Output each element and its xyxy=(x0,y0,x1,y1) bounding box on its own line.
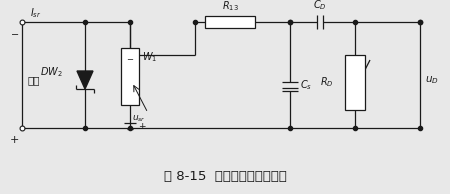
Text: $C_s$: $C_s$ xyxy=(300,78,312,92)
Text: $R_D$: $R_D$ xyxy=(320,76,333,89)
Text: $R_{13}$: $R_{13}$ xyxy=(221,0,239,13)
Text: $-$: $-$ xyxy=(10,28,19,38)
Bar xyxy=(205,16,255,28)
Bar xyxy=(121,48,139,105)
Text: $u_D$: $u_D$ xyxy=(425,74,439,86)
Text: $+$: $+$ xyxy=(138,121,147,131)
Text: $W_1$: $W_1$ xyxy=(142,50,157,64)
Polygon shape xyxy=(77,71,93,89)
Text: $+$: $+$ xyxy=(9,134,19,145)
Bar xyxy=(345,55,365,110)
Text: $DW_2$: $DW_2$ xyxy=(40,65,63,79)
Text: $-$: $-$ xyxy=(126,53,134,62)
Text: $I_{sr}$: $I_{sr}$ xyxy=(30,6,41,20)
Text: 输入: 输入 xyxy=(27,75,40,85)
Text: $C_D$: $C_D$ xyxy=(313,0,327,12)
Text: $u_{sr}$: $u_{sr}$ xyxy=(132,113,146,124)
Text: 图 8-15  输入电路和微分电路: 图 8-15 输入电路和微分电路 xyxy=(163,170,287,183)
